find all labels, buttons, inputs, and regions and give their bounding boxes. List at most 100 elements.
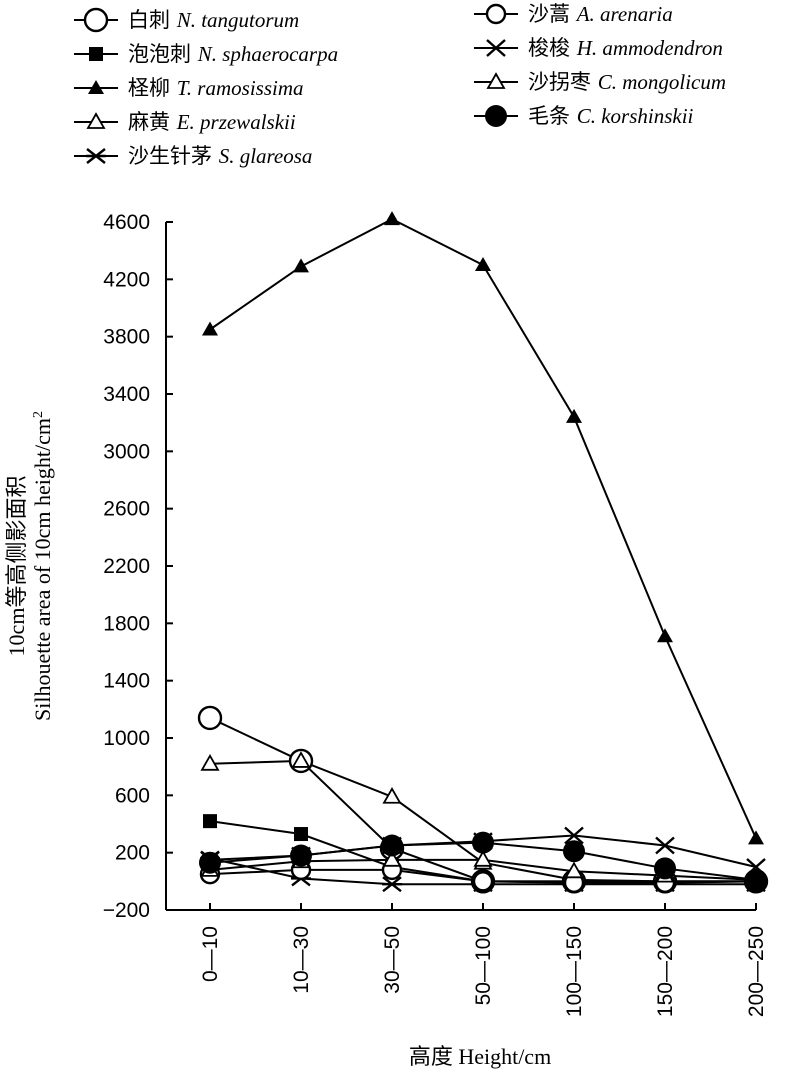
- legend-label: 柽柳 T. ramosissima: [128, 76, 304, 100]
- y-axis-title-sup: 2: [31, 411, 46, 418]
- x-tick-label: 150—200: [654, 926, 677, 1017]
- legend-label-zh: 泡泡刺: [128, 42, 198, 66]
- legend-item: 白刺 N. tangutorum: [74, 7, 299, 33]
- legend-label-zh: 麻黄: [128, 110, 177, 134]
- legend-label-zh: 沙蒿: [528, 2, 577, 26]
- legend-label: 沙蒿 A. arenaria: [528, 2, 673, 26]
- legend-marker: [88, 80, 104, 94]
- legend-item: 沙生针茅 S. glareosa: [74, 144, 312, 168]
- data-point: [382, 786, 402, 804]
- x-tick-label: 200—250: [745, 926, 768, 1017]
- legend-item: 沙拐枣 C. mongolicum: [474, 70, 726, 94]
- series-markers: [197, 211, 769, 894]
- legend-item: 毛条 C. korshinskii: [474, 104, 694, 128]
- y-axis-title-en: Silhouette area of 10cm height/cm2: [30, 411, 55, 721]
- y-tick-label: 1000: [103, 727, 150, 750]
- legend-marker: [486, 39, 506, 57]
- y-tick-label: 4200: [103, 268, 150, 291]
- legend-label-species: C. mongolicum: [598, 70, 726, 94]
- data-point: [203, 814, 217, 829]
- data-point: [472, 871, 494, 892]
- data-point: [293, 258, 309, 273]
- data-point: [475, 257, 491, 271]
- y-tick-label: 4600: [103, 211, 150, 234]
- data-point: [382, 850, 402, 867]
- y-tick-label: 200: [115, 842, 150, 865]
- legend-label-zh: 沙生针茅: [128, 144, 219, 168]
- y-tick-label: 3800: [103, 326, 150, 349]
- legend: 白刺 N. tangutorum 泡泡刺 N. sphaerocarpa 柽柳 T.…: [74, 2, 726, 168]
- legend-marker: [89, 47, 103, 61]
- data-point: [472, 831, 494, 854]
- y-tick-label: 3000: [103, 440, 150, 463]
- data-point: [294, 827, 308, 842]
- y-tick-label: 2200: [103, 555, 150, 578]
- y-tick-label: 600: [115, 784, 150, 807]
- x-tick-label: 50—100: [472, 926, 495, 1005]
- legend-item: 柽柳 T. ramosissima: [74, 76, 304, 100]
- x-tick-label: 10—30: [290, 926, 313, 994]
- y-tick-label: 1800: [103, 612, 150, 635]
- legend-item: 泡泡刺 N. sphaerocarpa: [74, 42, 338, 66]
- data-point: [197, 705, 223, 731]
- data-point: [291, 751, 311, 768]
- data-point: [202, 321, 218, 336]
- legend-marker: [86, 112, 106, 129]
- legend-label-zh: 毛条: [528, 104, 577, 128]
- y-tick-label: 3400: [103, 383, 150, 406]
- x-tick-label: 0—10: [199, 926, 222, 982]
- legend-item: 麻黄 E. przewalskii: [74, 110, 296, 134]
- legend-label: 毛条 C. korshinskii: [528, 104, 694, 128]
- data-point: [384, 211, 400, 226]
- data-point: [199, 851, 221, 874]
- data-point: [745, 868, 767, 891]
- data-point: [200, 753, 220, 771]
- data-point: [748, 830, 764, 845]
- legend-marker: [485, 105, 507, 127]
- legend-marker: [86, 148, 106, 164]
- legend-label: 梭梭 H. ammodendron: [528, 36, 723, 60]
- x-ticks: 0—10 10—30 30—50 50—100 100—150 150—200 200—25…: [199, 903, 768, 1017]
- data-point: [473, 850, 493, 867]
- y-tick-label: 2600: [103, 498, 150, 521]
- legend-label-species: T. ramosissima: [177, 76, 304, 100]
- data-point: [290, 844, 312, 867]
- data-point: [654, 857, 676, 880]
- x-axis-title: 高度 Height/cm: [409, 1044, 551, 1069]
- data-point: [564, 826, 584, 845]
- data-point: [382, 876, 402, 893]
- legend-label-zh: 沙拐枣: [528, 70, 598, 94]
- legend-label: 泡泡刺 N. sphaerocarpa: [128, 42, 338, 66]
- legend-label-zh: 柽柳: [128, 76, 177, 100]
- x-tick-label: 100—150: [563, 926, 586, 1017]
- legend-label-zh: 白刺: [128, 8, 177, 32]
- x-tick-label: 30—50: [381, 926, 404, 994]
- legend-label-zh: 梭梭: [528, 36, 577, 60]
- y-tick-label: 1400: [103, 670, 150, 693]
- series-line-2: [209, 218, 757, 839]
- data-point: [566, 408, 582, 423]
- data-point: [657, 628, 673, 643]
- series-lines: [209, 218, 757, 886]
- y-axis-title-en-text: Silhouette area of 10cm height/cm: [30, 418, 55, 721]
- data-point: [564, 861, 584, 879]
- legend-label: 沙生针茅 S. glareosa: [128, 144, 312, 168]
- legend-label-species: C. korshinskii: [577, 104, 694, 128]
- legend-item: 沙蒿 A. arenaria: [474, 2, 673, 26]
- legend-label: 白刺 N. tangutorum: [128, 8, 299, 32]
- legend-item: 梭梭 H. ammodendron: [474, 36, 723, 60]
- legend-label: 麻黄 E. przewalskii: [128, 110, 296, 134]
- legend-label-species: N. tangutorum: [176, 8, 300, 32]
- legend-label-species: N. sphaerocarpa: [197, 42, 338, 66]
- legend-marker: [486, 72, 506, 89]
- data-point: [381, 834, 403, 857]
- y-ticks: −200 200 600 1000 1400 1800 2200 2600 3000 3400 38…: [103, 211, 173, 922]
- data-point: [563, 840, 585, 863]
- y-tick-label: −200: [103, 899, 150, 922]
- legend-label-species: E. przewalskii: [176, 110, 296, 134]
- legend-marker: [485, 3, 507, 25]
- legend-marker: [83, 7, 109, 33]
- legend-label-species: A. arenaria: [575, 2, 673, 26]
- legend-label: 沙拐枣 C. mongolicum: [528, 70, 726, 94]
